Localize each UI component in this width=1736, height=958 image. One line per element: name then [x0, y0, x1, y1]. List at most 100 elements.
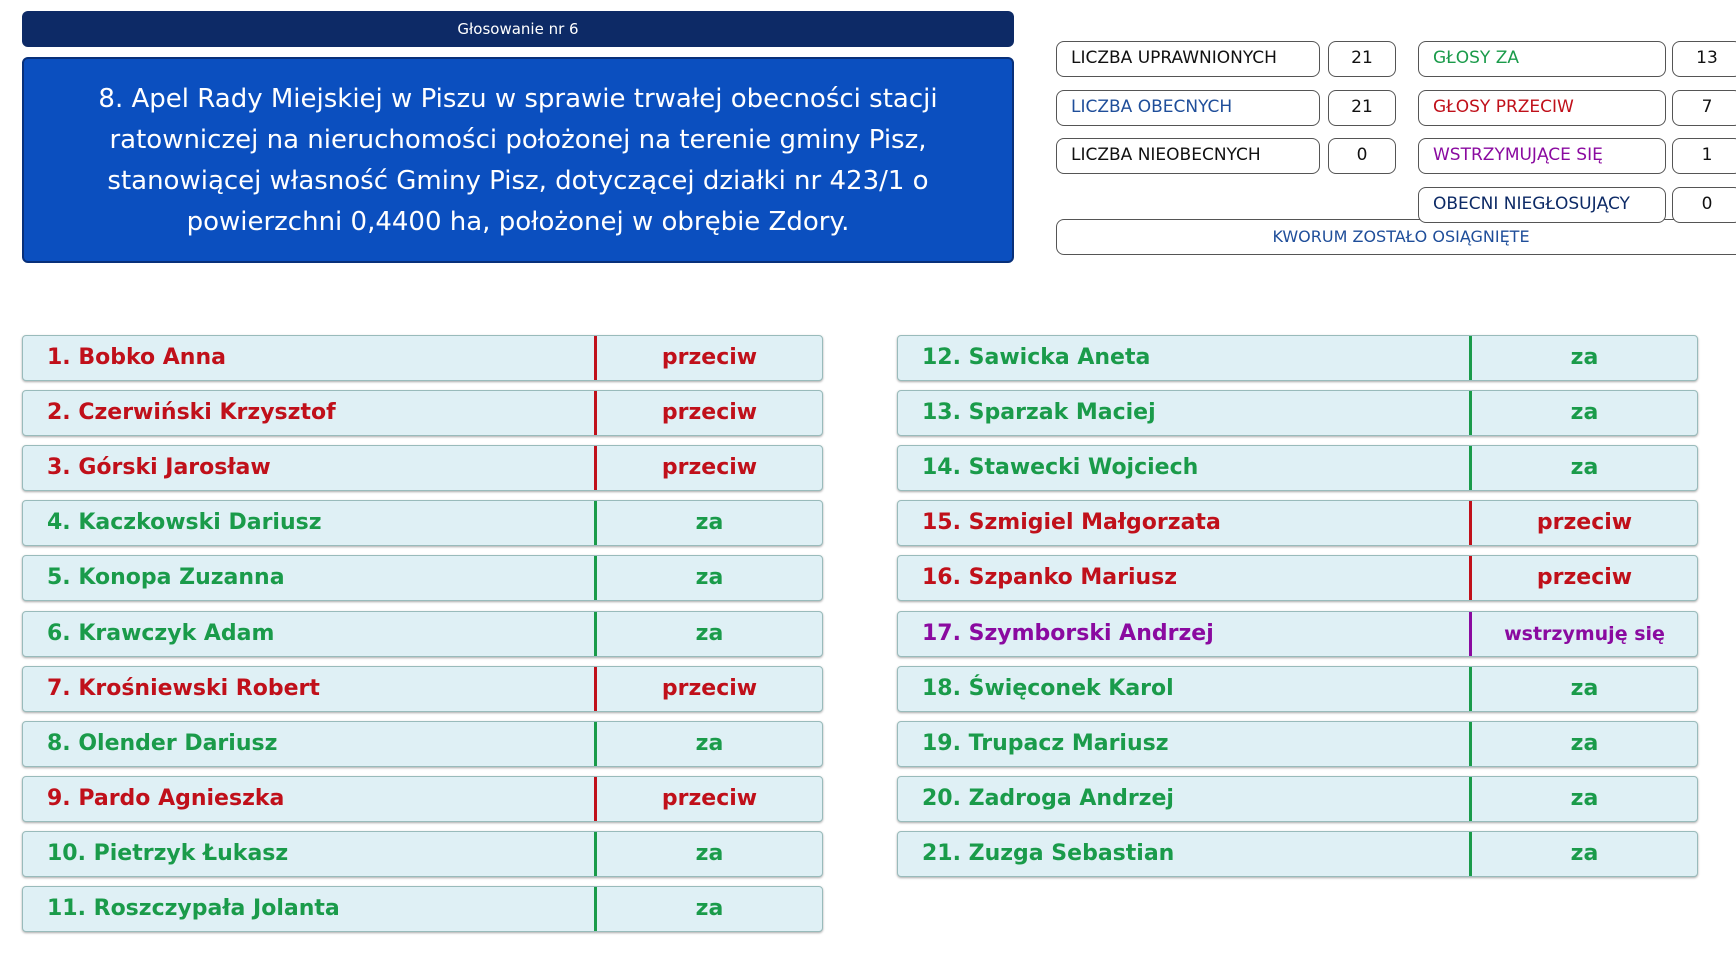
stat-value: 0: [1328, 138, 1396, 174]
voter-row: 13. Sparzak Maciej za: [897, 390, 1698, 437]
motion-text: 8. Apel Rady Miejskiej w Piszu w sprawie…: [22, 57, 1014, 263]
voter-row: 6. Krawczyk Adam za: [22, 610, 823, 657]
voter-name: 4. Kaczkowski Dariusz: [47, 510, 322, 536]
divider: [1469, 391, 1472, 436]
voter-row: 11. Roszczypała Jolanta za: [22, 886, 823, 932]
voter-row: 3. Górski Jarosław przeciw: [22, 445, 823, 492]
voter-vote: za: [1570, 455, 1599, 481]
voter-row: 16. Szpanko Mariusz przeciw: [897, 555, 1698, 602]
divider: [594, 611, 597, 656]
quorum: KWORUM ZOSTAŁO OSIĄGNIĘTE: [1056, 219, 1736, 255]
stat-label: LICZBA OBECNYCH: [1056, 90, 1320, 126]
stat-value: 1: [1672, 138, 1736, 174]
divider: [1469, 721, 1472, 766]
divider: [594, 721, 597, 766]
voter-vote: za: [1570, 400, 1599, 426]
voter-vote: za: [695, 510, 724, 536]
stat-label: GŁOSY ZA: [1418, 41, 1666, 77]
voter-name: 14. Stawecki Wojciech: [922, 455, 1199, 481]
voter-row: 19. Trupacz Mariusz za: [897, 720, 1698, 767]
divider: [1469, 666, 1472, 711]
voter-vote: przeciw: [1536, 510, 1633, 536]
voter-name: 10. Pietrzyk Łukasz: [47, 840, 289, 866]
divider: [1469, 611, 1472, 656]
header-title: Głosowanie nr 6: [22, 11, 1014, 47]
voter-name: 17. Szymborski Andrzej: [922, 620, 1214, 646]
voter-vote: przeciw: [661, 345, 758, 370]
divider: [1469, 336, 1472, 380]
voter-name: 18. Święconek Karol: [922, 675, 1174, 701]
voter-name: 20. Zadroga Andrzej: [922, 785, 1174, 811]
divider: [594, 336, 597, 380]
voter-row: 21. Zuzga Sebastian za: [897, 830, 1698, 877]
voter-vote: wstrzymuję się: [1504, 622, 1665, 645]
divider: [594, 887, 597, 931]
voter-name: 6. Krawczyk Adam: [47, 620, 275, 646]
voter-vote: za: [1570, 730, 1599, 756]
voter-name: 12. Sawicka Aneta: [922, 345, 1151, 370]
voter-name: 11. Roszczypała Jolanta: [47, 896, 340, 921]
voter-vote: przeciw: [661, 400, 758, 426]
divider: [594, 501, 597, 546]
divider: [594, 391, 597, 436]
voter-row: 18. Święconek Karol za: [897, 665, 1698, 712]
voter-name: 2. Czerwiński Krzysztof: [47, 400, 336, 426]
voter-name: 15. Szmigiel Małgorzata: [922, 510, 1221, 536]
voter-vote: za: [1570, 675, 1599, 701]
stat-value: 21: [1328, 41, 1396, 77]
voter-row: 4. Kaczkowski Dariusz za: [22, 500, 823, 547]
voter-row: 2. Czerwiński Krzysztof przeciw: [22, 390, 823, 437]
divider: [1469, 556, 1472, 601]
voter-vote: za: [695, 565, 724, 591]
divider: [1469, 446, 1472, 491]
divider: [594, 776, 597, 821]
voter-name: 7. Krośniewski Robert: [47, 675, 320, 701]
voter-row: 17. Szymborski Andrzej wstrzymuję się: [897, 610, 1698, 657]
voter-row: 1. Bobko Anna przeciw: [22, 335, 823, 381]
voter-row: 7. Krośniewski Robert przeciw: [22, 665, 823, 712]
stat-value: 21: [1328, 90, 1396, 126]
voter-row: 8. Olender Dariusz za: [22, 720, 823, 767]
voter-row: 9. Pardo Agnieszka przeciw: [22, 775, 823, 822]
stat-label: LICZBA NIEOBECNYCH: [1056, 138, 1320, 174]
voter-name: 1. Bobko Anna: [47, 345, 226, 370]
voter-name: 5. Konopa Zuzanna: [47, 565, 285, 591]
divider: [594, 831, 597, 876]
voter-name: 21. Zuzga Sebastian: [922, 840, 1175, 866]
voter-vote: za: [695, 730, 724, 756]
voter-vote: przeciw: [661, 455, 758, 481]
voter-row: 5. Konopa Zuzanna za: [22, 555, 823, 602]
stat-value: 13: [1672, 41, 1736, 77]
divider: [1469, 501, 1472, 546]
voter-vote: za: [695, 840, 724, 866]
stat-value: 0: [1672, 187, 1736, 223]
stat-label: LICZBA UPRAWNIONYCH: [1056, 41, 1320, 77]
voter-name: 16. Szpanko Mariusz: [922, 565, 1178, 591]
voter-vote: przeciw: [661, 675, 758, 701]
voter-row: 20. Zadroga Andrzej za: [897, 775, 1698, 822]
voter-row: 10. Pietrzyk Łukasz za: [22, 830, 823, 877]
voter-name: 19. Trupacz Mariusz: [922, 730, 1169, 756]
divider: [594, 666, 597, 711]
voter-vote: przeciw: [661, 785, 758, 811]
stat-label: WSTRZYMUJĄCE SIĘ: [1418, 138, 1666, 174]
stat-label: OBECNI NIEGŁOSUJĄCY: [1418, 187, 1666, 223]
divider: [594, 556, 597, 601]
voter-row: 14. Stawecki Wojciech za: [897, 445, 1698, 492]
voter-vote: za: [1570, 840, 1599, 866]
stat-label: GŁOSY PRZECIW: [1418, 90, 1666, 126]
voter-vote: za: [695, 896, 724, 921]
divider: [1469, 831, 1472, 876]
voter-name: 3. Górski Jarosław: [47, 455, 271, 481]
voter-name: 13. Sparzak Maciej: [922, 400, 1156, 426]
voter-name: 8. Olender Dariusz: [47, 730, 278, 756]
divider: [594, 446, 597, 491]
voter-vote: za: [695, 620, 724, 646]
voter-name: 9. Pardo Agnieszka: [47, 785, 285, 811]
stat-value: 7: [1672, 90, 1736, 126]
divider: [1469, 776, 1472, 821]
voter-row: 15. Szmigiel Małgorzata przeciw: [897, 500, 1698, 547]
voter-vote: za: [1570, 345, 1599, 370]
voter-vote: przeciw: [1536, 565, 1633, 591]
